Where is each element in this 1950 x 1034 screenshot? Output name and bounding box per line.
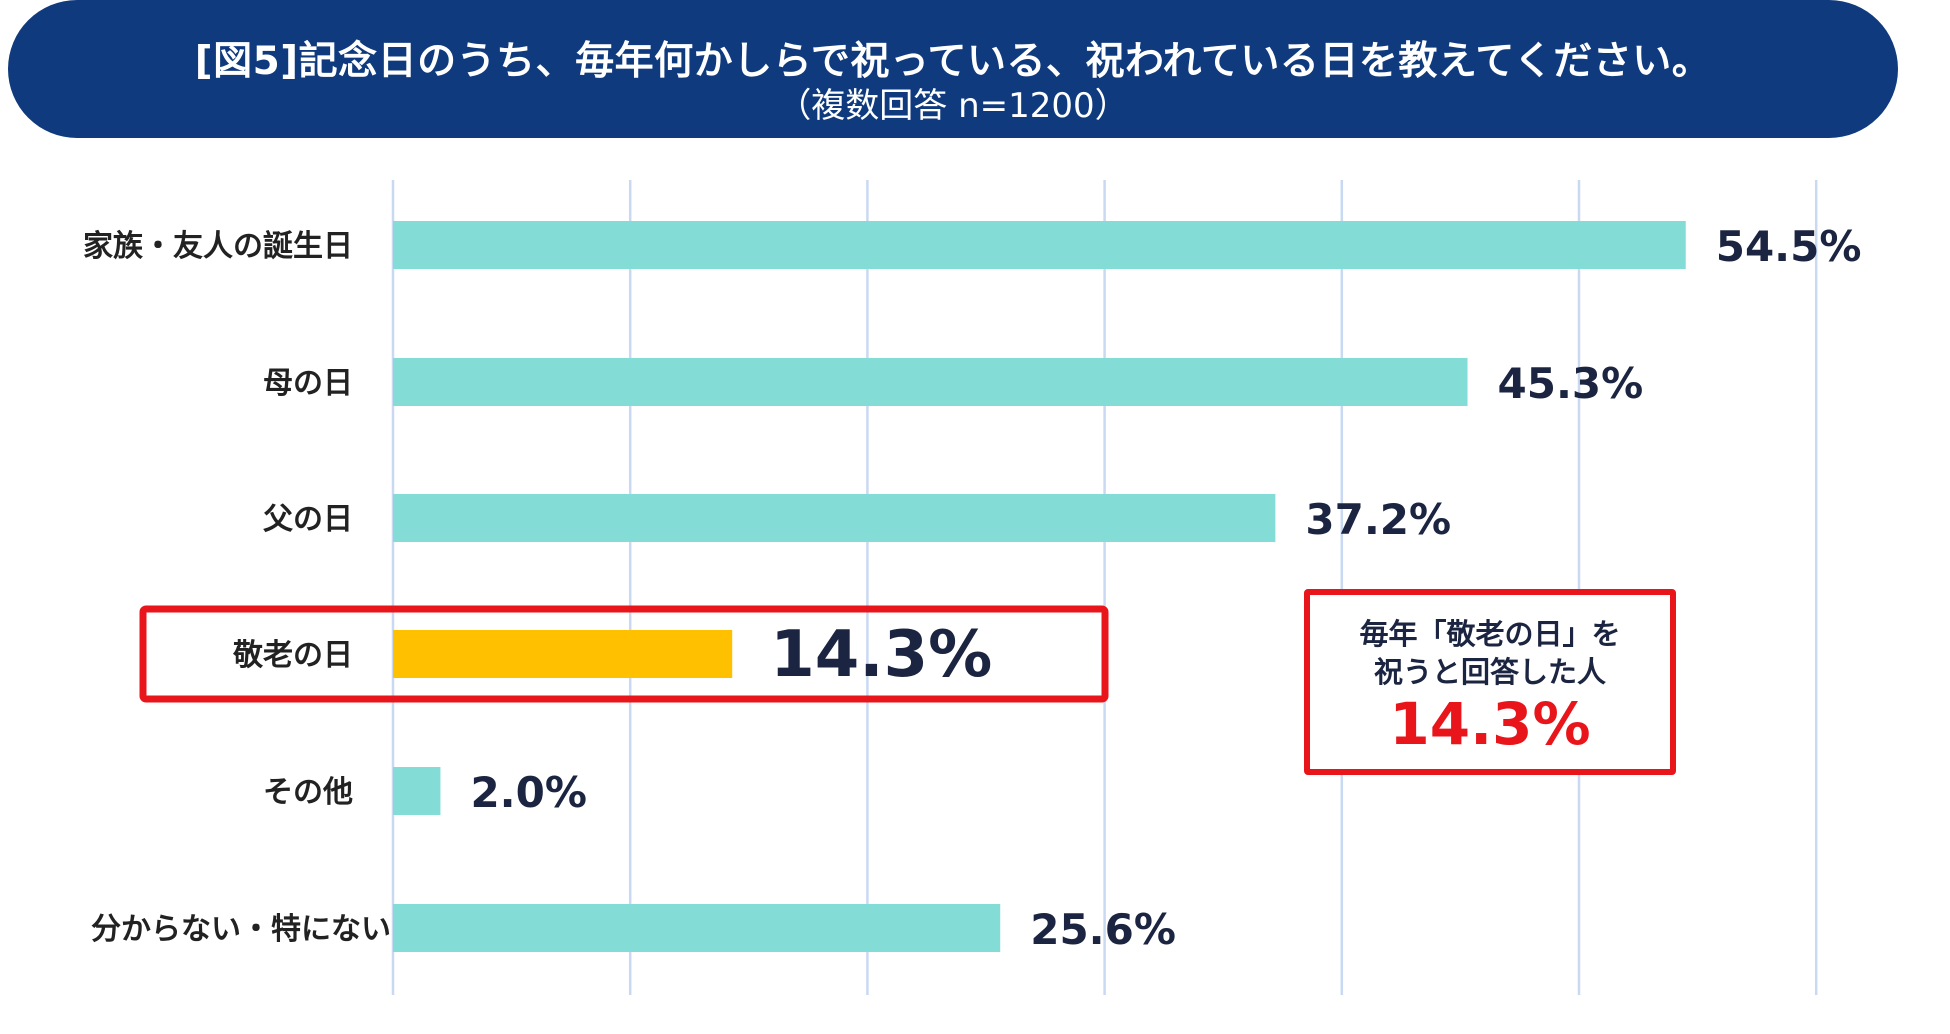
value-label-5: 25.6% — [1030, 905, 1176, 954]
value-label-3: 14.3% — [770, 618, 992, 692]
category-label-3: 敬老の日 — [232, 638, 353, 673]
bar-5 — [393, 904, 1001, 952]
callout-line-1: 毎年「敬老の日」を — [1359, 617, 1621, 651]
highlight-box — [139, 605, 1109, 703]
category-label-0: 家族・友人の誕生日 — [83, 229, 353, 264]
callout-line-2: 祝うと回答した人 — [1373, 655, 1606, 689]
category-label-2: 父の日 — [263, 502, 353, 537]
chart-title: [図5]記念日のうち、毎年何かしらで祝っている、祝われている日を教えてください。 — [194, 39, 1712, 84]
category-label-5: 分からない・特にない — [91, 912, 391, 947]
value-label-2: 37.2% — [1305, 495, 1451, 544]
category-label-4: その他 — [263, 775, 353, 810]
bar-2 — [393, 494, 1276, 542]
bar-3 — [393, 630, 733, 678]
bar-4 — [393, 767, 441, 815]
value-label-1: 45.3% — [1498, 359, 1644, 408]
title-banner: [図5]記念日のうち、毎年何かしらで祝っている、祝われている日を教えてください。… — [8, 0, 1898, 138]
category-label-1: 母の日 — [263, 366, 353, 401]
value-label-4: 2.0% — [470, 768, 586, 817]
callout-box: 毎年「敬老の日」を 祝うと回答した人 14.3% — [1304, 589, 1676, 775]
value-label-0: 54.5% — [1716, 222, 1862, 271]
chart-subtitle: （複数回答 n=1200） — [777, 86, 1129, 126]
bar-0 — [393, 221, 1686, 269]
callout-value: 14.3% — [1389, 690, 1591, 758]
bar-1 — [393, 358, 1468, 406]
